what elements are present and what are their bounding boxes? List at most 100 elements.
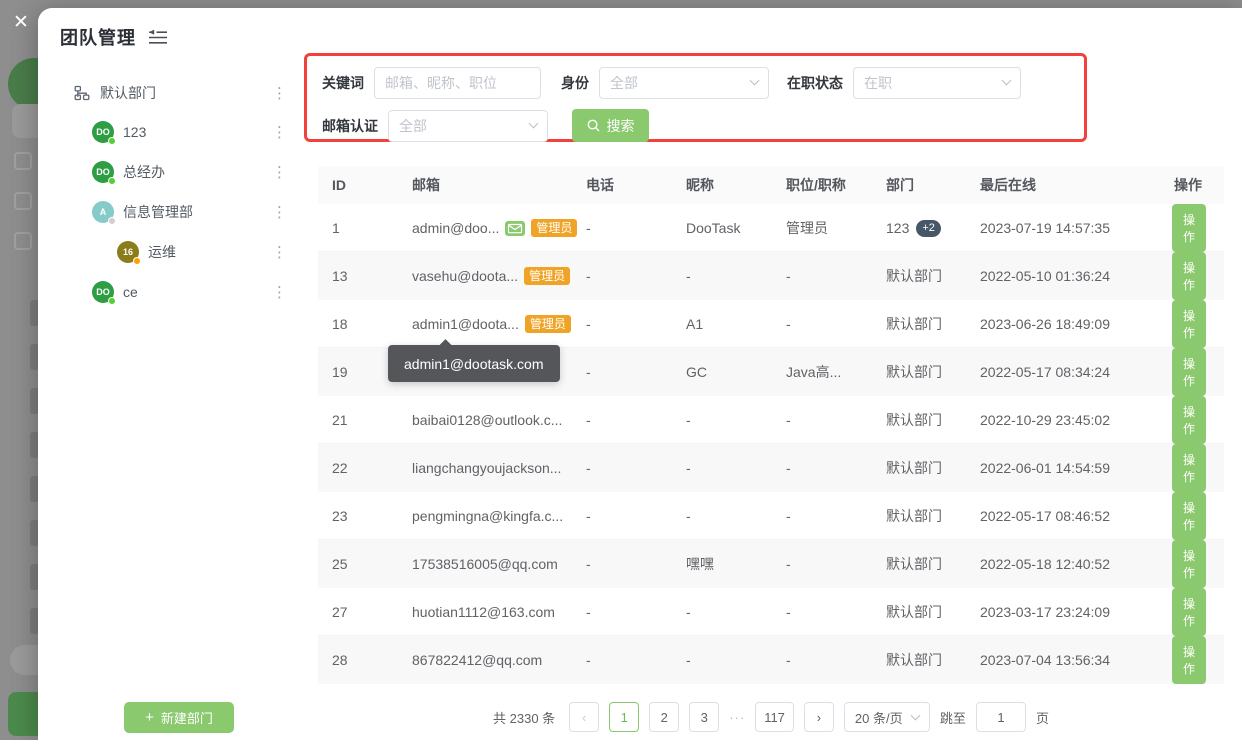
status-select[interactable]: 在职 xyxy=(853,66,1021,99)
more-menu-icon[interactable]: ⋮ xyxy=(272,244,287,261)
cell-last-online: 2022-05-17 08:34:24 xyxy=(980,364,1110,380)
row-action-button[interactable]: 操作 xyxy=(1172,636,1207,684)
cell-email: liangchangyoujackson... xyxy=(412,460,586,476)
cell-department: 默认部门 xyxy=(886,314,980,334)
collapse-menu-icon[interactable] xyxy=(149,29,167,45)
table-row: 23 pengmingna@kingfa.c... - - - 默认部门 2022-05-1… xyxy=(318,492,1224,540)
members-table: ID 邮箱 电话 昵称 职位/职称 部门 最后在线 操作 1 admin@doo.… xyxy=(318,166,1224,684)
identity-select[interactable]: 全部 xyxy=(599,66,769,99)
email-verify-select[interactable]: 全部 xyxy=(388,109,548,142)
row-action-button[interactable]: 操作 xyxy=(1172,396,1207,444)
more-menu-icon[interactable]: ⋮ xyxy=(272,164,287,181)
more-menu-icon[interactable]: ⋮ xyxy=(272,85,287,102)
avatar-initials: 16 xyxy=(122,247,133,257)
cell-action: 操作 xyxy=(1172,588,1228,636)
row-action-button[interactable]: 操作 xyxy=(1172,588,1207,636)
sidebar-item-default-department[interactable]: 默认部门 ⋮ xyxy=(38,74,304,112)
search-button[interactable]: 搜索 xyxy=(572,109,649,142)
email-text[interactable]: huotian1112@163.com xyxy=(412,604,555,620)
email-text[interactable]: admin@doo... xyxy=(412,220,500,236)
row-action-button[interactable]: 操作 xyxy=(1172,540,1207,588)
more-menu-icon[interactable]: ⋮ xyxy=(272,284,287,301)
search-icon xyxy=(587,119,600,132)
cell-last-online: 2022-05-17 08:46:52 xyxy=(980,508,1110,524)
sidebar-item-department[interactable]: A 信息管理部 ⋮ xyxy=(38,192,304,232)
cell-id: 22 xyxy=(332,460,348,476)
background-list-item xyxy=(30,300,39,326)
cell-last-online: 2023-03-17 23:24:09 xyxy=(980,604,1110,620)
close-icon[interactable]: ✕ xyxy=(13,11,29,33)
total-count: 共 2330 条 xyxy=(493,710,556,726)
pagination-ellipsis: ··· xyxy=(729,709,746,725)
sidebar-item-department[interactable]: DO ce ⋮ xyxy=(38,272,304,312)
email-text[interactable]: liangchangyoujackson... xyxy=(412,460,562,476)
email-text[interactable]: 867822412@qq.com xyxy=(412,652,543,668)
background-list-item xyxy=(30,432,39,458)
jump-page-input[interactable] xyxy=(975,702,1026,732)
department-text: 默认部门 xyxy=(886,316,942,332)
avatar-initials: DO xyxy=(96,127,110,137)
status-dot xyxy=(133,257,141,265)
keyword-input[interactable] xyxy=(374,66,541,99)
sidebar-item-label: 运维 xyxy=(148,244,176,260)
row-action-button[interactable]: 操作 xyxy=(1172,492,1207,540)
page-button[interactable]: 3 xyxy=(689,702,720,732)
sidebar-item-label: 123 xyxy=(123,124,147,140)
email-text[interactable]: vasehu@doota... xyxy=(412,268,519,284)
sidebar-item-label: ce xyxy=(123,284,138,300)
search-form-row-1: 关键词 身份 全部 在职状态 在职 xyxy=(322,66,1084,99)
status-dot xyxy=(108,137,116,145)
col-position: 职位/职称 xyxy=(786,177,846,193)
background-list-item xyxy=(30,564,39,590)
cell-action: 操作 xyxy=(1172,636,1228,684)
new-department-label: 新建部门 xyxy=(160,711,213,726)
cell-position: Java高... xyxy=(786,364,842,380)
email-text[interactable]: admin1@doota... xyxy=(412,316,519,332)
more-menu-icon[interactable]: ⋮ xyxy=(272,204,287,221)
row-action-button[interactable]: 操作 xyxy=(1172,444,1207,492)
row-action-button[interactable]: 操作 xyxy=(1172,300,1207,348)
cell-department: 123 +2 xyxy=(886,219,980,237)
search-panel-highlighted: 关键词 身份 全部 在职状态 在职 邮箱认证 全部 xyxy=(304,53,1087,142)
cell-email: admin@doo... 管理员 xyxy=(412,219,586,237)
department-text: 默认部门 xyxy=(886,508,942,524)
prev-page-button[interactable]: ‹ xyxy=(569,702,600,732)
email-text[interactable]: pengmingna@kingfa.c... xyxy=(412,508,564,524)
table-row: 21 baibai0128@outlook.c... - - - 默认部门 2022-10-… xyxy=(318,396,1224,444)
sidebar-item-department[interactable]: 16 运维 ⋮ xyxy=(38,232,304,272)
cell-nickname: - xyxy=(686,604,691,620)
cell-phone: - xyxy=(586,316,591,332)
row-action-button[interactable]: 操作 xyxy=(1172,348,1207,396)
last-page-button[interactable]: 117 xyxy=(755,702,794,732)
cell-last-online: 2023-06-26 18:49:09 xyxy=(980,316,1110,332)
next-page-button[interactable]: › xyxy=(803,702,834,732)
page-button[interactable]: 2 xyxy=(649,702,680,732)
cell-action: 操作 xyxy=(1172,252,1228,300)
cell-last-online: 2022-10-29 23:45:02 xyxy=(980,412,1110,428)
sidebar-item-department[interactable]: DO 123 ⋮ xyxy=(38,112,304,152)
new-department-button[interactable]: + 新建部门 xyxy=(124,702,234,733)
row-action-button[interactable]: 操作 xyxy=(1172,252,1207,300)
sidebar-item-label: 信息管理部 xyxy=(123,204,193,220)
department-text: 默认部门 xyxy=(886,556,942,572)
email-text[interactable]: baibai0128@outlook.c... xyxy=(412,412,563,428)
cell-email: vasehu@doota... 管理员 xyxy=(412,267,586,285)
cell-phone: - xyxy=(586,556,591,572)
email-text[interactable]: 17538516005@qq.com xyxy=(412,556,558,572)
cell-department: 默认部门 xyxy=(886,650,980,670)
background-list-item xyxy=(30,388,39,414)
more-menu-icon[interactable]: ⋮ xyxy=(272,124,287,141)
cell-position: - xyxy=(786,412,791,428)
cell-last-online: 2023-07-19 14:57:35 xyxy=(980,220,1110,236)
avatar-initials: DO xyxy=(96,167,110,177)
cell-department: 默认部门 xyxy=(886,362,980,382)
cell-phone: - xyxy=(586,364,591,380)
cell-position: - xyxy=(786,316,791,332)
extra-departments-badge[interactable]: +2 xyxy=(916,219,941,237)
page-size-select[interactable]: 20 条/页 xyxy=(843,702,930,732)
page-button-current[interactable]: 1 xyxy=(609,702,640,732)
row-action-button[interactable]: 操作 xyxy=(1172,204,1207,252)
department-text: 默认部门 xyxy=(886,652,942,668)
sidebar-item-department[interactable]: DO 总经办 ⋮ xyxy=(38,152,304,192)
col-nickname: 昵称 xyxy=(686,177,714,193)
